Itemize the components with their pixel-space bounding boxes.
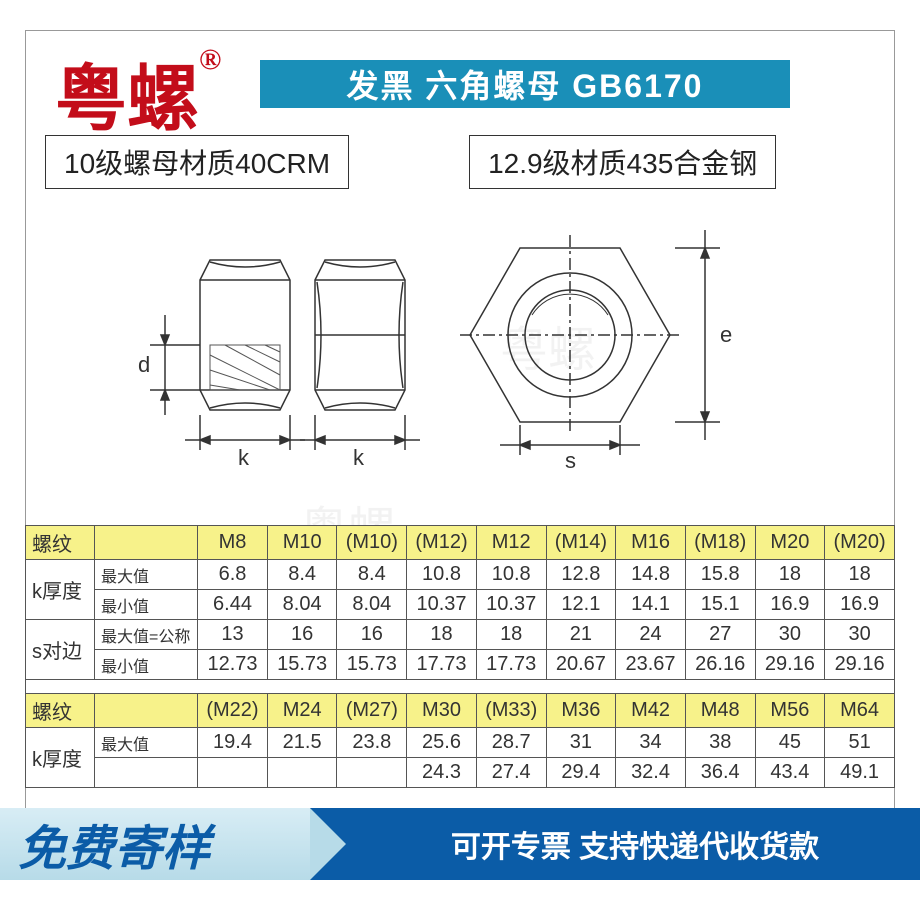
svg-text:e: e (720, 322, 732, 347)
title-bar: 发黑 六角螺母 GB6170 (260, 60, 790, 108)
table-row: 最小值 6.448.048.0410.3710.3712.114.115.116… (26, 590, 895, 620)
title-text: 发黑 六角螺母 GB6170 (347, 61, 704, 107)
spec-box-right: 12.9级材质435合金钢 (469, 135, 776, 189)
footer-right-text: 可开专票 支持快递代收货款 (451, 822, 819, 866)
footer-banner: 免费寄样 可开专票 支持快递代收货款 (0, 808, 920, 880)
table-row: 24.327.429.432.436.443.449.1 (26, 758, 895, 788)
spec-table: 螺纹 M8M10(M10)(M12)M12(M14)M16(M18)M20(M2… (25, 525, 895, 788)
table-row: s对边 最大值=公称 13161618182124273030 (26, 620, 895, 650)
table-row: k厚度 最大值 19.421.523.825.628.73134384551 (26, 728, 895, 758)
footer-left: 免费寄样 (0, 808, 310, 880)
thread-label: 螺纹 (26, 526, 95, 560)
table-row: 螺纹 (M22)M24(M27)M30(M33)M36M42M48M56M64 (26, 694, 895, 728)
brand-symbol: ® (199, 43, 221, 76)
svg-text:d: d (138, 352, 150, 377)
footer-right: 可开专票 支持快递代收货款 (310, 808, 920, 880)
table-row: 最小值 12.7315.7315.7317.7317.7320.6723.672… (26, 650, 895, 680)
svg-text:k: k (353, 445, 365, 470)
table-row: k厚度 最大值 6.88.48.410.810.812.814.815.8181… (26, 560, 895, 590)
technical-diagram: d k k s (80, 200, 840, 500)
brand-text: 粤螺 (55, 60, 199, 140)
brand-logo: 粤螺® (55, 40, 221, 145)
svg-text:s: s (565, 448, 576, 473)
footer-left-text: 免费寄样 (18, 809, 210, 879)
table-row (26, 680, 895, 694)
svg-text:k: k (238, 445, 250, 470)
table-row: 螺纹 M8M10(M10)(M12)M12(M14)M16(M18)M20(M2… (26, 526, 895, 560)
